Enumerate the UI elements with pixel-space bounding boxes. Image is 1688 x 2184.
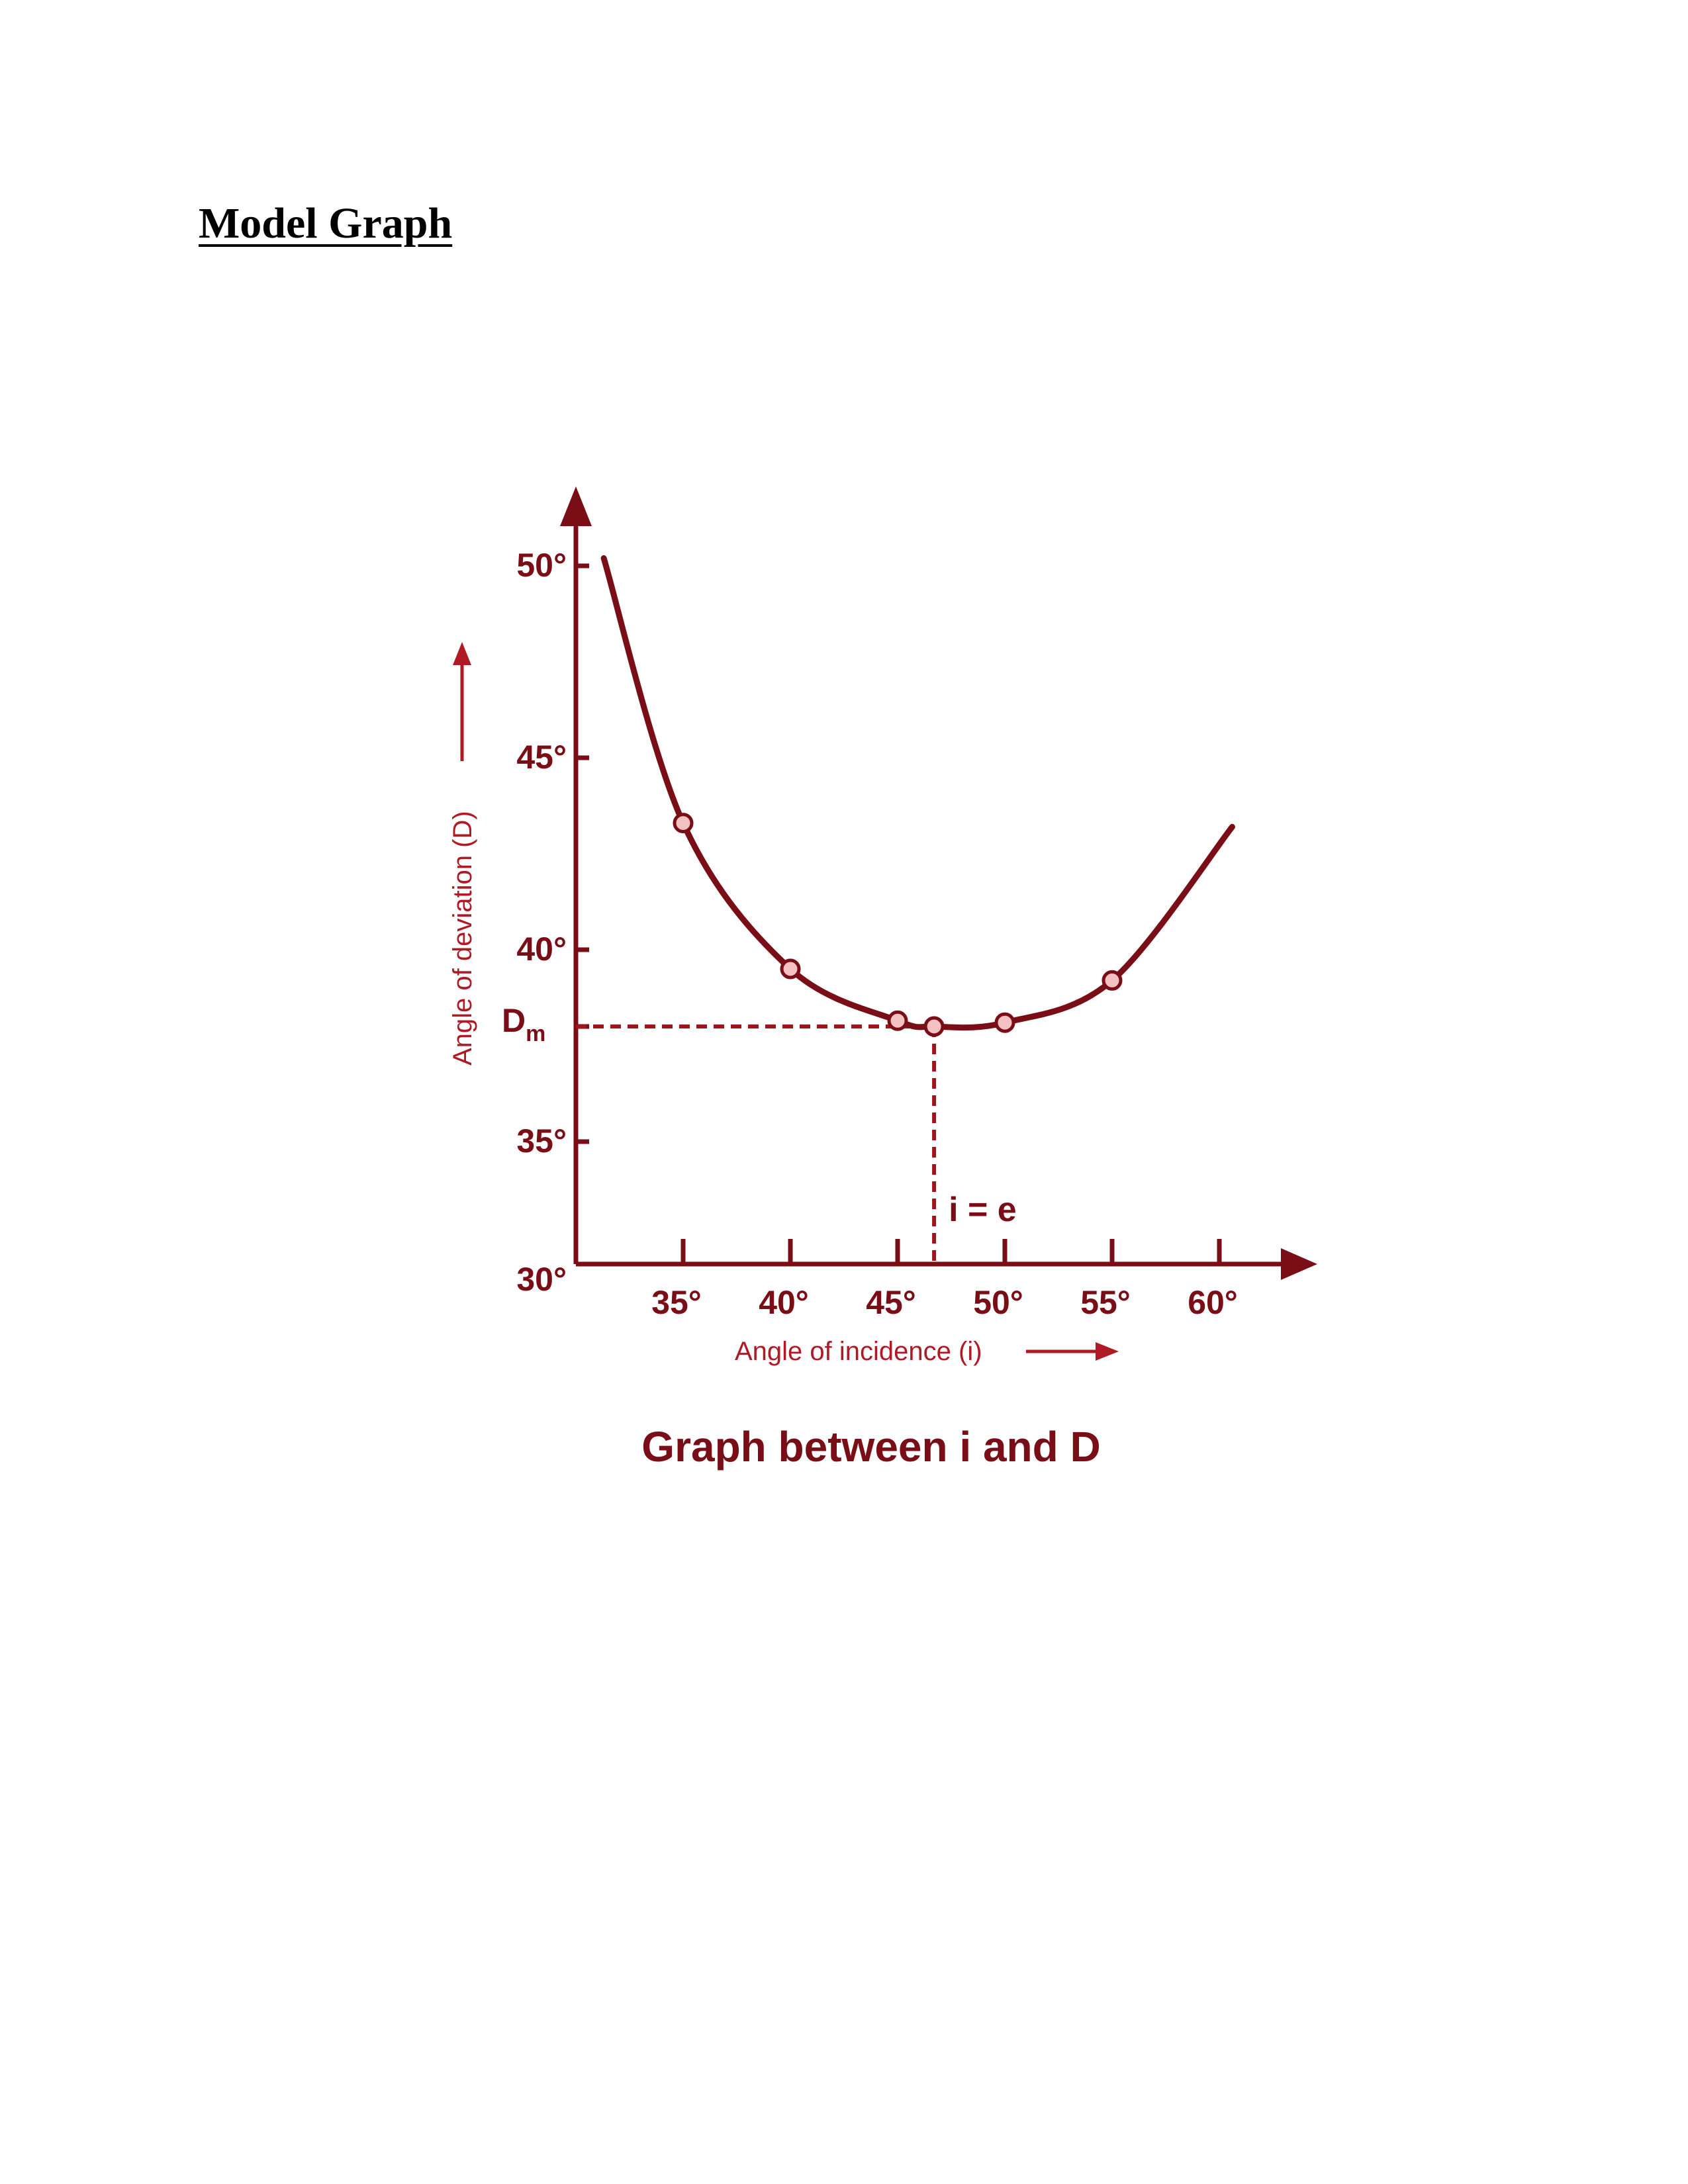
dm-label: Dm <box>502 1002 545 1046</box>
origin-label: 30° <box>516 1261 567 1298</box>
y-tick-label: 50° <box>516 547 567 584</box>
x-tick-label: 45° <box>866 1284 916 1321</box>
x-tick-label: 40° <box>759 1284 809 1321</box>
y-axis-arrowhead <box>560 486 592 526</box>
page-heading: Model Graph <box>199 199 453 248</box>
y-tick-label: 45° <box>516 739 567 776</box>
data-point <box>673 813 694 834</box>
i-equals-e-label: i = e <box>949 1191 1017 1229</box>
y-tick-label: 35° <box>516 1122 567 1160</box>
data-point <box>923 1016 945 1037</box>
data-point <box>1102 970 1123 991</box>
chart-caption: Graph between i and D <box>641 1423 1100 1471</box>
x-tick-label: 35° <box>651 1284 702 1321</box>
x-axis-title: Angle of incidence (i) <box>735 1337 982 1366</box>
y-axis-title-arrowhead <box>453 642 471 665</box>
x-tick-label: 60° <box>1188 1284 1238 1321</box>
deviation-curve <box>600 555 1235 1031</box>
data-point <box>780 958 801 979</box>
x-axis-arrowhead <box>1281 1248 1317 1280</box>
y-axis-title: Angle of deviation (D) <box>448 811 477 1066</box>
data-point <box>887 1010 908 1031</box>
y-tick-label: 40° <box>516 931 567 968</box>
x-tick-label: 55° <box>1080 1284 1131 1321</box>
x-axis-title-arrowhead <box>1096 1342 1119 1361</box>
data-point <box>994 1012 1015 1033</box>
x-tick-label: 50° <box>973 1284 1023 1321</box>
